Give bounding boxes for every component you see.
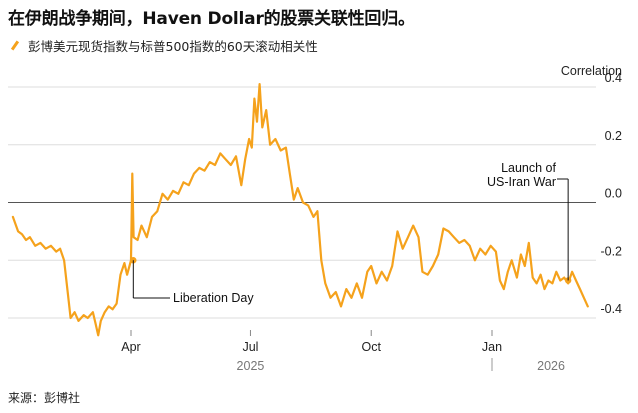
legend-label: 彭博美元现货指数与标普500指数的60天滚动相关性 — [28, 39, 318, 54]
y-tick-label: 0.2 — [605, 129, 622, 143]
annotation-label: Launch of — [501, 161, 556, 175]
annotation-label: US-Iran War — [487, 175, 556, 189]
x-tick-label: Jan — [482, 340, 502, 354]
y-axis-title: Correlation — [561, 64, 622, 78]
y-tick-label: -0.2 — [600, 244, 622, 258]
series-line-0 — [11, 83, 589, 337]
y-tick-label: 0.0 — [605, 187, 622, 201]
y-tick-label: 0.4 — [605, 71, 622, 85]
annotation-label: Liberation Day — [173, 291, 254, 305]
year-label: 2025 — [237, 359, 265, 373]
x-tick-label: Jul — [242, 340, 258, 354]
x-tick-label: Apr — [121, 340, 140, 354]
source-note: 来源：彭博社 — [8, 391, 81, 405]
y-tick-label: -0.4 — [600, 302, 622, 316]
year-label: 2026 — [537, 359, 565, 373]
x-tick-label: Oct — [362, 340, 382, 354]
axis-labels: 0.4 0.2 0.0 -0.2 -0.4 Correlation Apr Jul Oct Jan… — [121, 64, 622, 373]
series-layer — [11, 83, 589, 337]
chart-title: 在伊朗战争期间，Haven Dollar的股票关联性回归。 — [8, 9, 415, 29]
legend: 彭博美元现货指数与标普500指数的60天滚动相关性 — [8, 36, 318, 55]
